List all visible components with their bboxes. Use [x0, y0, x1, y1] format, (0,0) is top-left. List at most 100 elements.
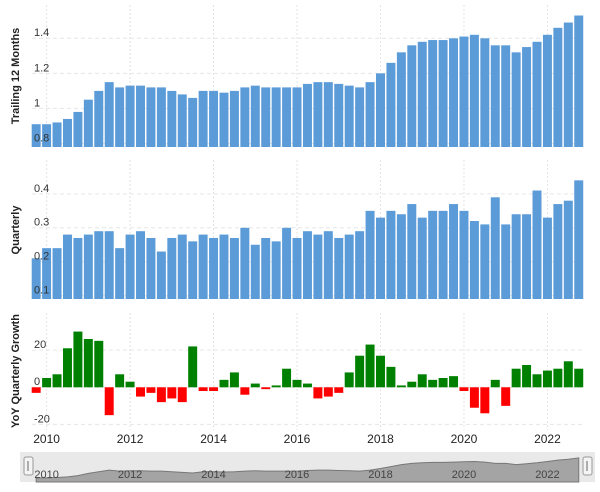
bar [62, 348, 72, 388]
bar [563, 200, 573, 299]
bar [219, 234, 229, 299]
bar [344, 372, 354, 388]
bar [396, 52, 406, 148]
bar [344, 85, 354, 147]
bar [271, 87, 281, 147]
bar [469, 221, 479, 299]
y-tick-label: 20 [34, 339, 46, 351]
bar [261, 387, 271, 390]
bar [355, 87, 365, 147]
bar [449, 38, 459, 148]
bar [271, 241, 281, 299]
bar [209, 237, 219, 299]
bar [459, 387, 469, 391]
y-axis-title: Quarterly [10, 205, 22, 255]
bar [229, 372, 239, 388]
bar [188, 241, 198, 299]
bar [522, 47, 532, 147]
bar [136, 387, 145, 397]
navigator-label: 2010 [34, 469, 58, 481]
bar [553, 27, 563, 147]
bar [177, 387, 187, 403]
bar [438, 40, 448, 147]
navigator-label: 2016 [285, 469, 309, 481]
bar [104, 231, 114, 299]
bar [355, 231, 365, 299]
bar [407, 45, 417, 148]
navigator-label: 2020 [452, 469, 476, 481]
bar [532, 374, 542, 388]
bar [282, 227, 292, 299]
bar [146, 387, 156, 393]
navigator-area [35, 457, 580, 483]
bar [428, 210, 438, 299]
x-tick-label: 2010 [33, 432, 60, 446]
bar [229, 90, 239, 147]
y-tick-label: 0.8 [34, 132, 49, 144]
bar [198, 90, 208, 147]
bar [376, 217, 385, 299]
bar [125, 234, 135, 299]
bar [438, 378, 448, 388]
navigator-label: 2012 [118, 469, 142, 481]
bar [480, 387, 490, 414]
bar [62, 118, 72, 147]
bar [376, 355, 385, 388]
bar [156, 87, 166, 147]
x-tick-label: 2016 [284, 432, 311, 446]
bar [282, 368, 292, 388]
bar [323, 82, 333, 147]
bar [542, 370, 552, 388]
bar [511, 214, 521, 299]
x-tick-label: 2018 [367, 432, 394, 446]
bar [125, 85, 135, 147]
bar [574, 368, 584, 388]
bar [31, 124, 41, 147]
bar [94, 231, 104, 299]
bar [52, 374, 62, 388]
bar [407, 381, 417, 388]
bar [386, 210, 396, 299]
bar [438, 210, 448, 299]
bar [417, 41, 427, 147]
bar [542, 34, 552, 147]
bar [522, 214, 532, 299]
bar [177, 94, 187, 147]
bar [428, 379, 438, 388]
bar [188, 97, 198, 147]
bar [136, 85, 145, 147]
bar [83, 234, 93, 299]
bar [563, 361, 573, 388]
bar [94, 340, 104, 388]
bar [302, 83, 312, 147]
bar [146, 237, 156, 299]
bar [542, 217, 552, 299]
bar [42, 378, 52, 388]
bar [115, 248, 125, 299]
bar [334, 83, 344, 147]
bar [52, 122, 62, 147]
x-tick-label: 2012 [117, 432, 144, 446]
bar [156, 387, 166, 403]
bar [532, 190, 542, 299]
bar [344, 234, 354, 299]
bar [146, 87, 156, 147]
bar [511, 52, 521, 148]
bar [313, 387, 323, 399]
y-tick-label: 0.2 [34, 251, 49, 263]
bar [115, 87, 125, 147]
y-tick-label: 1.4 [34, 27, 49, 39]
bar [271, 385, 281, 388]
bar [209, 90, 219, 147]
bar [188, 346, 198, 388]
bar [250, 85, 260, 147]
bar [104, 387, 114, 416]
bar [501, 224, 511, 299]
bar [302, 383, 312, 388]
bar [553, 368, 563, 388]
bar [469, 34, 479, 147]
bar [334, 237, 344, 299]
bar [219, 92, 229, 147]
bar [334, 387, 344, 393]
